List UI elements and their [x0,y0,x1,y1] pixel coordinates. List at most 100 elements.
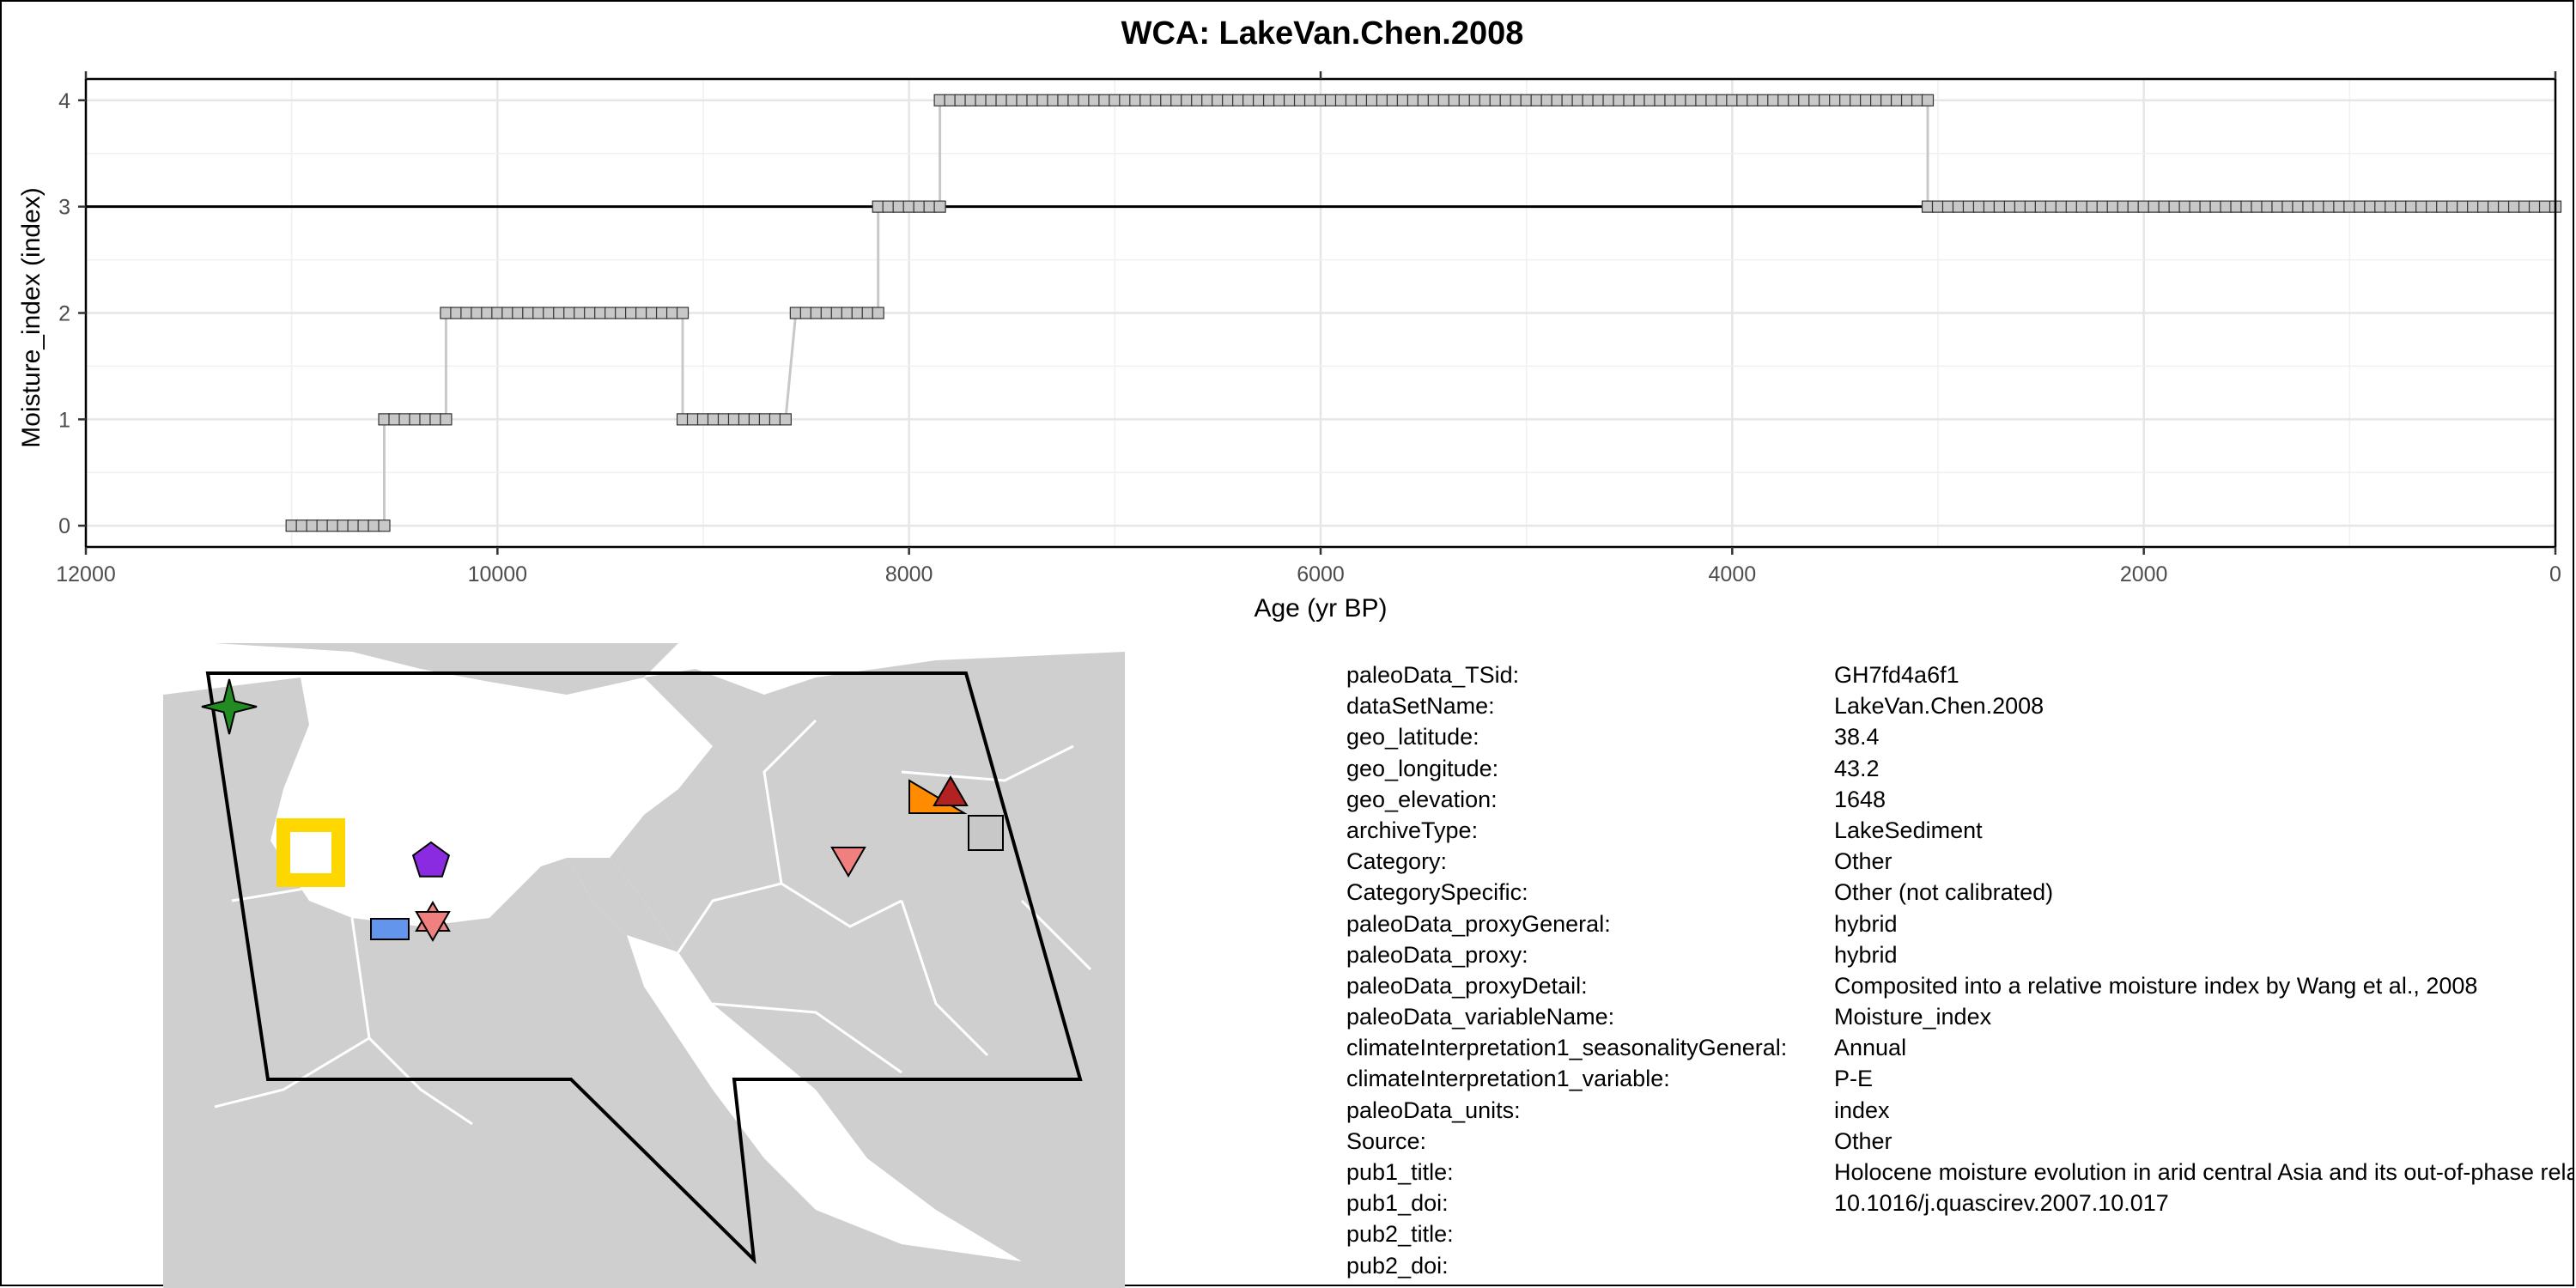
metadata-row: geo_elevation: 1648 [1346,784,2574,815]
metadata-value: GH7fd4a6f1 [1834,662,1959,688]
data-point [872,307,884,319]
data-point [738,413,751,426]
data-point [2312,200,2325,213]
data-point [2240,200,2253,213]
data-point [1129,94,1142,106]
metadata-key: pub2_title: [1346,1221,1454,1248]
x-tick-label: 6000 [1297,562,1345,586]
data-point [995,94,1008,106]
data-point [861,307,874,319]
x-tick-label: 4000 [1709,562,1757,586]
data-point [2199,200,2212,213]
data-point [2405,200,2418,213]
data-point [378,519,391,532]
data-point [1499,94,1512,106]
metadata-value: 38.4 [1834,724,1880,750]
data-point [707,413,720,426]
data-point [1808,94,1821,106]
data-point [2158,200,2171,213]
x-tick-label: 0 [2549,562,2561,586]
axes: 0 1 2 3 4 12000 10000 8000 6000 4000 2000 0 [56,71,2561,586]
data-point [1890,94,1904,106]
data-point [1201,94,1214,106]
site-marker-star4 [201,678,258,735]
metadata-value: Moisture_index [1834,1004,1992,1030]
data-point [975,94,987,106]
data-point [882,200,895,213]
metadata-value: Other [1834,1127,1893,1154]
site-markers [201,678,1004,942]
metadata-key: paleoData_TSid: [1346,662,1520,688]
data-point [1448,94,1461,106]
metadata-value: Holocene moisture evolution in arid cent… [1834,1159,2574,1185]
chart-title: WCA: LakeVan.Chen.2008 [1121,15,1524,52]
data-point [1334,94,1348,106]
data-point [2538,200,2552,213]
land-caspian-shore [567,858,678,952]
metadata-key: Source: [1346,1127,1427,1154]
land-north [215,643,678,695]
data-point [1921,200,1935,213]
data-point [429,413,442,426]
data-point [2261,200,2274,213]
data-point [2528,200,2542,213]
data-point [2096,200,2109,213]
data-point [902,200,915,213]
data-point [1386,94,1399,106]
data-point [1026,94,1039,106]
metadata-row: pub1_title: Holocene moisture evolution i… [1346,1157,2574,1188]
data-point [2230,200,2243,213]
data-point [337,519,349,532]
data-point [1664,94,1677,106]
data-point [1365,94,1379,106]
data-point [1726,94,1739,106]
data-point [605,307,617,319]
metadata-value: Other [1834,848,1893,875]
data-point [1273,94,1286,106]
data-point [357,519,370,532]
region-wca-outline [205,671,1083,1265]
site-marker-rect [370,918,410,940]
data-point [1109,94,1121,106]
data-point [944,94,957,106]
data-point [1222,94,1235,106]
data-point [748,413,762,426]
data-point [2075,200,2088,213]
metadata-key: climateInterpretation1_seasonalityGenera… [1346,1035,1788,1061]
metadata-key: Category: [1346,848,1448,875]
data-point [2354,200,2366,213]
data-point [1582,94,1595,106]
data-point [2168,200,2181,213]
y-tick-label: 3 [58,196,70,220]
data-point [2178,200,2191,213]
data-point [2055,200,2068,213]
data-point [1798,94,1811,106]
data-point [1345,94,1358,106]
data-point [954,94,967,106]
metadata-key: geo_elevation: [1346,786,1498,812]
data-point [841,307,854,319]
data-point [1252,94,1266,106]
data-point [665,307,679,319]
metadata-key: pub1_title: [1346,1159,1454,1185]
data-point [2374,200,2387,213]
data-point [851,307,864,319]
data-point [964,94,977,106]
data-point [820,307,833,319]
data-point [378,413,391,426]
data-point [1458,94,1471,106]
data-point [2497,200,2511,213]
data-point [2003,200,2016,213]
data-point [316,519,329,532]
data-point [1088,94,1101,106]
data-point [2467,200,2480,213]
data-point [1747,94,1759,106]
data-point [2044,200,2057,213]
data-point [2281,200,2294,213]
data-point [1880,94,1893,106]
data-point [655,307,669,319]
metadata-row: geo_longitude: 43.2 [1346,753,2574,784]
data-point [727,413,741,426]
data-point [2034,200,2047,213]
data-point [933,94,946,106]
